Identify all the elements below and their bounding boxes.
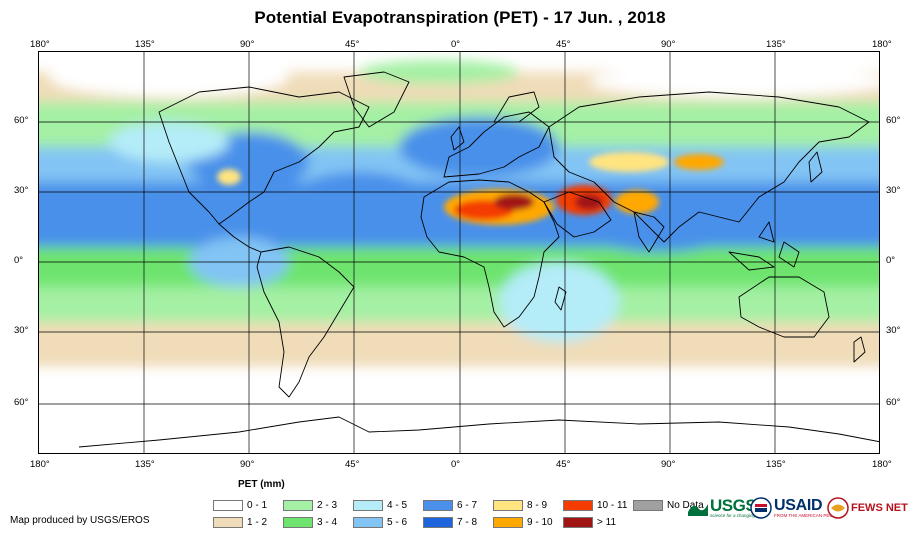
legend-label: No Data xyxy=(667,499,704,511)
tick-label: 45° xyxy=(556,459,571,470)
legend-title: PET (mm) xyxy=(238,479,285,490)
legend-item: 5 - 6 xyxy=(353,516,407,528)
tick-label: 30° xyxy=(14,325,29,336)
legend-item: 6 - 7 xyxy=(423,499,477,511)
fewsnet-wordmark: FEWS NET xyxy=(851,502,908,514)
usaid-tagline: FROM THE AMERICAN PEOPLE xyxy=(774,512,842,518)
tick-label: 45° xyxy=(345,39,360,50)
tick-label: 0° xyxy=(886,255,896,266)
tick-label: 30° xyxy=(886,325,901,336)
legend-swatch xyxy=(213,516,243,528)
legend-item: No Data xyxy=(633,499,704,511)
tick-label: 0° xyxy=(451,39,461,50)
usaid-wordmark: USAID xyxy=(774,496,823,514)
tick-label: 180° xyxy=(872,459,892,470)
legend-label: 3 - 4 xyxy=(317,516,338,528)
map-title: Potential Evapotranspiration (PET) - 17 … xyxy=(254,8,666,27)
usgs-tagline: science for a changing world xyxy=(710,513,768,518)
fewsnet-logo: FEWS NET xyxy=(827,497,908,519)
legend-swatch xyxy=(423,499,453,511)
legend-item: 0 - 1 xyxy=(213,499,267,511)
tick-label: 45° xyxy=(556,39,571,50)
legend-label: 9 - 10 xyxy=(527,516,553,528)
legend-label: 0 - 1 xyxy=(247,499,268,511)
legend-label: 4 - 5 xyxy=(387,499,408,511)
legend-item: 7 - 8 xyxy=(423,516,477,528)
tick-label: 90° xyxy=(661,459,676,470)
usgs-wordmark: USGS xyxy=(710,496,757,515)
tick-label: 90° xyxy=(240,39,255,50)
legend-swatch xyxy=(213,499,243,511)
legend-label: 7 - 8 xyxy=(457,516,478,528)
tick-label: 135° xyxy=(135,459,155,470)
legend-label: 6 - 7 xyxy=(457,499,478,511)
tick-label: 0° xyxy=(14,255,24,266)
tick-label: 135° xyxy=(766,459,786,470)
legend-swatch xyxy=(423,516,453,528)
usaid-logo: USAID FROM THE AMERICAN PEOPLE xyxy=(750,497,841,519)
legend-label: 2 - 3 xyxy=(317,499,338,511)
usgs-logo: USGS science for a changing world xyxy=(688,497,767,519)
legend-item: 9 - 10 xyxy=(493,516,553,528)
legend-swatch xyxy=(563,516,593,528)
tick-label: 30° xyxy=(14,185,29,196)
tick-label: 180° xyxy=(30,459,50,470)
legend-swatch xyxy=(493,516,523,528)
tick-label: 180° xyxy=(872,39,892,50)
tick-label: 60° xyxy=(886,397,901,408)
legend-item: > 11 xyxy=(563,516,616,528)
legend-label: > 11 xyxy=(597,516,616,528)
legend-item: 3 - 4 xyxy=(283,516,337,528)
tick-label: 60° xyxy=(14,115,29,126)
tick-label: 180° xyxy=(30,39,50,50)
legend-item: 4 - 5 xyxy=(353,499,407,511)
legend-swatch xyxy=(353,516,383,528)
legend-swatch xyxy=(633,499,663,511)
tick-label: 30° xyxy=(886,185,901,196)
tick-label: 90° xyxy=(240,459,255,470)
legend-swatch xyxy=(353,499,383,511)
tick-label: 60° xyxy=(886,115,901,126)
tick-label: 60° xyxy=(14,397,29,408)
legend-label: 1 - 2 xyxy=(247,516,268,528)
legend-swatch xyxy=(563,499,593,511)
legend-swatch xyxy=(283,499,313,511)
legend-item: 1 - 2 xyxy=(213,516,267,528)
legend-label: 10 - 11 xyxy=(597,499,628,511)
tick-label: 0° xyxy=(451,459,461,470)
legend-swatch xyxy=(493,499,523,511)
tick-label: 135° xyxy=(135,39,155,50)
legend-item: 10 - 11 xyxy=(563,499,627,511)
tick-label: 45° xyxy=(345,459,360,470)
legend-label: 8 - 9 xyxy=(527,499,548,511)
tick-label: 90° xyxy=(661,39,676,50)
legend-item: 2 - 3 xyxy=(283,499,337,511)
pet-raster-map xyxy=(39,52,879,453)
usgs-wave-icon xyxy=(688,503,708,516)
credit-text: Map produced by USGS/EROS xyxy=(10,515,150,526)
legend-label: 5 - 6 xyxy=(387,516,408,528)
legend-item: 8 - 9 xyxy=(493,499,547,511)
pet-map xyxy=(38,51,880,454)
legend-swatch xyxy=(283,516,313,528)
fewsnet-globe-icon xyxy=(827,497,849,519)
tick-label: 135° xyxy=(766,39,786,50)
usaid-seal-icon xyxy=(750,497,772,519)
